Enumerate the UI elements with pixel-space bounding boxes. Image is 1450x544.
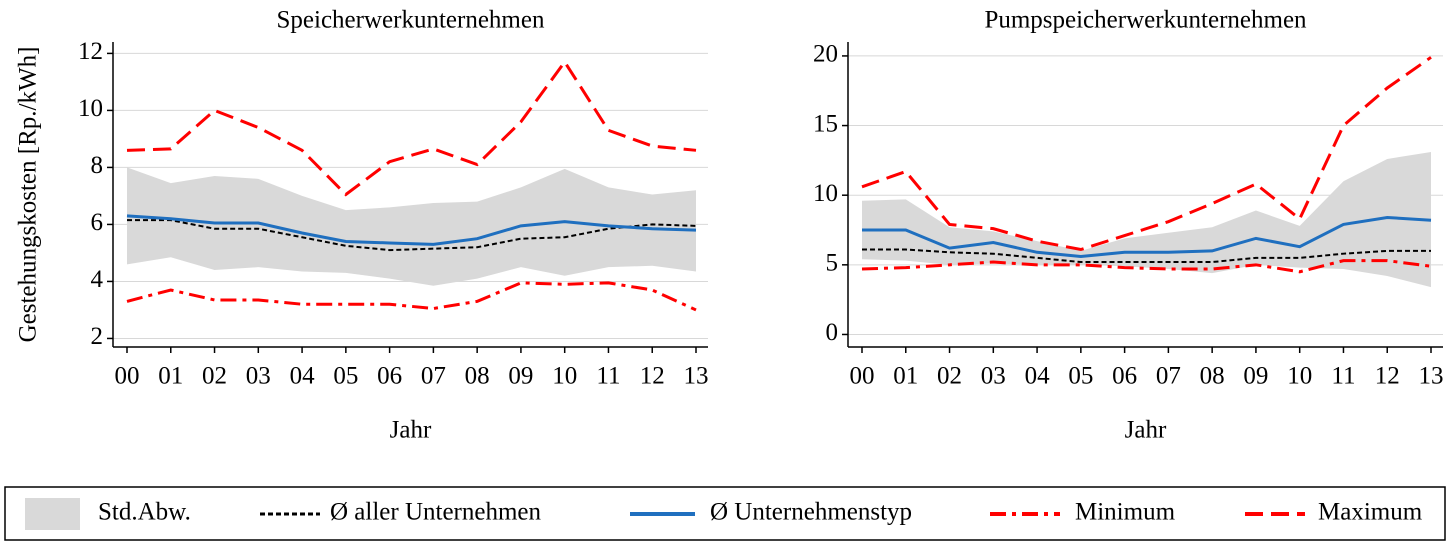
legend-label: Ø Unternehmenstyp [710, 499, 912, 526]
x-tick-label: 10 [552, 363, 577, 390]
y-tick-label: 10 [813, 180, 838, 207]
y-tick-label: 2 [91, 323, 104, 350]
series-line [126, 214, 697, 246]
legend-label: Ø aller Unternehmen [330, 499, 542, 526]
y-tick-label: 0 [826, 319, 839, 346]
x-tick-label: 08 [1200, 363, 1225, 390]
std-band [862, 152, 1431, 288]
legend-swatch [25, 498, 80, 530]
std-band [127, 167, 696, 286]
x-tick-label: 13 [1419, 363, 1444, 390]
x-tick-label: 05 [1068, 363, 1093, 390]
x-tick-label: 09 [508, 363, 533, 390]
x-tick-label: 12 [640, 363, 665, 390]
y-tick-label: 6 [91, 209, 104, 236]
y-tick-label: 8 [91, 152, 104, 179]
series-line [862, 248, 1431, 264]
x-tick-label: 10 [1287, 363, 1312, 390]
x-tick-label: 00 [850, 363, 875, 390]
chart-title: Speicherwerkunternehmen [277, 7, 545, 34]
legend-label: Std.Abw. [98, 499, 191, 526]
chart-title: Pumpspeicherwerkunternehmen [984, 7, 1307, 34]
x-axis-label: Jahr [390, 417, 432, 444]
x-tick-label: 02 [202, 363, 227, 390]
x-axis-label: Jahr [1125, 417, 1167, 444]
legend-box [4, 486, 1446, 541]
x-tick-label: 00 [115, 363, 140, 390]
y-tick-label: 20 [813, 41, 838, 68]
x-tick-label: 02 [937, 363, 962, 390]
x-tick-label: 01 [893, 363, 918, 390]
y-axis-label: Gestehungskosten [Rp./kWh] [15, 47, 42, 343]
series-line [126, 281, 697, 312]
y-tick-label: 12 [78, 38, 103, 65]
x-tick-label: 11 [1331, 363, 1355, 390]
x-tick-label: 03 [981, 363, 1006, 390]
legend-label: Maximum [1318, 499, 1423, 526]
x-tick-label: 04 [290, 363, 316, 390]
y-tick-label: 4 [91, 266, 104, 293]
x-tick-label: 07 [421, 363, 446, 390]
x-tick-label: 06 [377, 363, 402, 390]
x-tick-label: 05 [333, 363, 358, 390]
x-tick-label: 13 [684, 363, 709, 390]
x-tick-label: 01 [158, 363, 183, 390]
x-tick-label: 07 [1156, 363, 1181, 390]
x-tick-label: 12 [1375, 363, 1400, 390]
y-tick-label: 15 [813, 110, 838, 137]
x-tick-label: 09 [1243, 363, 1268, 390]
series-line [126, 59, 697, 197]
legend-label: Minimum [1075, 499, 1176, 526]
y-tick-label: 5 [826, 250, 839, 277]
series-line [862, 215, 1432, 258]
x-tick-label: 08 [465, 363, 490, 390]
y-tick-label: 10 [78, 95, 103, 122]
x-tick-label: 03 [246, 363, 271, 390]
x-tick-label: 06 [1112, 363, 1137, 390]
x-tick-label: 11 [596, 363, 620, 390]
x-tick-label: 04 [1025, 363, 1051, 390]
series-line [861, 56, 1432, 252]
